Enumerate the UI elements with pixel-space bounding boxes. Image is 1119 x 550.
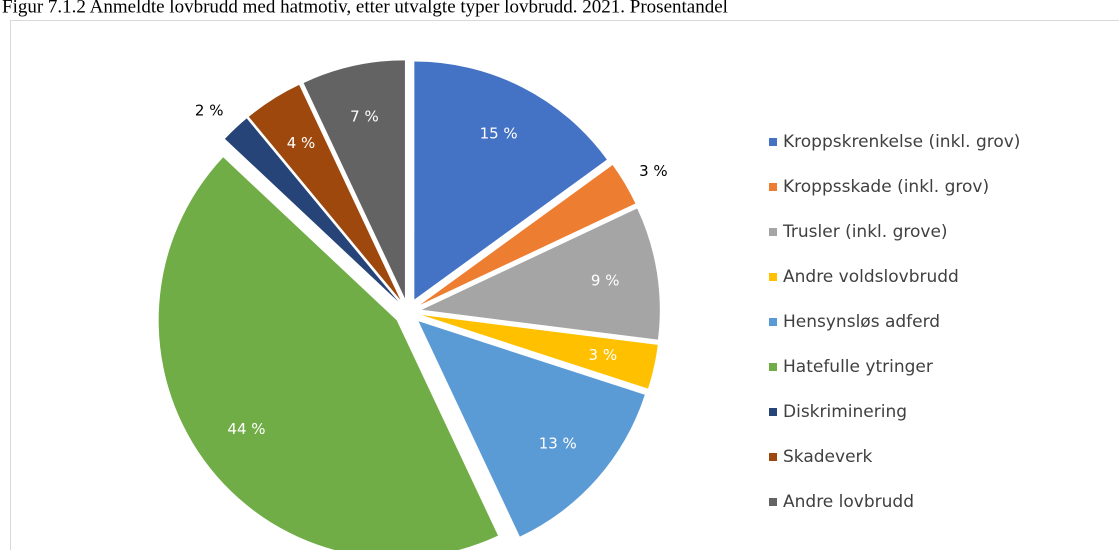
- legend-label: Hatefulle ytringer: [783, 357, 933, 377]
- legend-label: Andre voldslovbrudd: [783, 267, 959, 287]
- legend-swatch: [769, 138, 777, 146]
- pie-slice: [420, 164, 636, 305]
- pie-slice: [421, 315, 658, 389]
- data-label: 13 %: [539, 435, 577, 453]
- legend-label: Skadeverk: [783, 447, 873, 467]
- legend-swatch: [769, 498, 777, 506]
- data-label: 3 %: [589, 346, 618, 364]
- legend-swatch: [769, 318, 777, 326]
- pie-slice: [248, 84, 401, 301]
- data-label: 2 %: [195, 101, 224, 119]
- pie-slice: [418, 321, 645, 537]
- legend-label: Trusler (inkl. grove): [782, 222, 948, 242]
- legend-label: Andre lovbrudd: [783, 492, 914, 512]
- legend-swatch: [769, 183, 777, 191]
- data-label: 44 %: [227, 420, 265, 438]
- data-label: 15 %: [480, 125, 518, 143]
- legend-label: Kroppsskade (inkl. grov): [783, 177, 989, 197]
- pie-slice: [224, 118, 399, 302]
- legend-label: Hensynsløs adferd: [783, 312, 940, 332]
- chart-title: Figur 7.1.2 Anmeldte lovbrudd med hatmot…: [2, 0, 728, 17]
- pie-slice: [158, 157, 499, 550]
- pie-slice: [303, 60, 405, 299]
- data-label: 7 %: [350, 108, 379, 126]
- legend-swatch: [769, 363, 777, 371]
- legend-swatch: [769, 408, 777, 416]
- pie-slice: [414, 61, 607, 300]
- legend-swatch: [769, 273, 777, 281]
- legend-label: Diskriminering: [783, 402, 907, 422]
- data-label: 3 %: [639, 162, 668, 180]
- data-label: 4 %: [287, 134, 316, 152]
- legend-label: Kroppskrenkelse (inkl. grov): [783, 132, 1020, 152]
- data-label: 9 %: [591, 271, 620, 289]
- pie-slice: [421, 208, 660, 340]
- legend-swatch: [769, 228, 777, 236]
- legend-swatch: [769, 453, 777, 461]
